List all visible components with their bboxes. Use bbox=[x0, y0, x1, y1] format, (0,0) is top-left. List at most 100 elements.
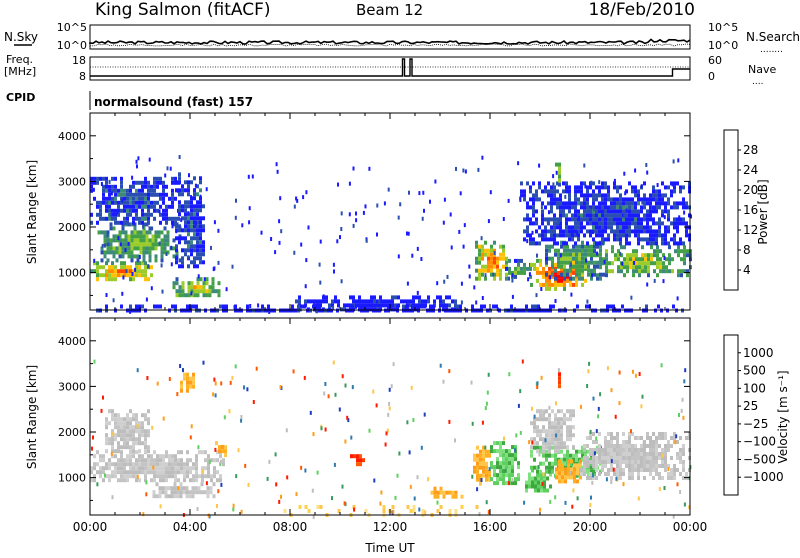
power-cell bbox=[523, 237, 526, 242]
power-noise bbox=[158, 241, 161, 246]
velocity-noise bbox=[324, 382, 327, 386]
velocity-cell bbox=[99, 454, 102, 459]
power-cell bbox=[454, 299, 457, 304]
velocity-noise bbox=[341, 484, 344, 489]
power-cell bbox=[557, 270, 560, 275]
power-cell bbox=[560, 272, 563, 277]
power-cell bbox=[658, 189, 661, 194]
velocity-cell bbox=[561, 467, 564, 472]
velocity-noise bbox=[533, 414, 536, 419]
velocity-noise bbox=[244, 463, 247, 468]
power-cell bbox=[108, 200, 111, 205]
power-cell bbox=[138, 204, 141, 209]
power-cell bbox=[565, 241, 568, 246]
velocity-cell bbox=[643, 464, 646, 468]
power-noise bbox=[124, 248, 127, 253]
power-cell bbox=[96, 220, 99, 225]
power-cell bbox=[532, 205, 535, 210]
power-cell bbox=[90, 212, 93, 217]
velocity-noise bbox=[476, 487, 479, 492]
power-cell bbox=[641, 257, 644, 262]
power-cell bbox=[136, 242, 140, 247]
power-cell bbox=[682, 201, 685, 206]
velocity-cell bbox=[433, 490, 437, 495]
velocity-cell bbox=[631, 472, 634, 476]
power-cell bbox=[635, 269, 638, 274]
velocity-cell bbox=[135, 450, 138, 455]
power-cell bbox=[165, 204, 168, 209]
velocity-cell bbox=[479, 481, 482, 486]
power-cell bbox=[166, 238, 170, 243]
power-cell bbox=[108, 212, 111, 217]
velocity-cell bbox=[283, 509, 287, 513]
power-noise bbox=[337, 182, 339, 187]
power-cell bbox=[632, 257, 635, 262]
power-cell bbox=[565, 233, 568, 238]
velocity-cell bbox=[132, 470, 135, 475]
power-cell bbox=[667, 201, 670, 206]
velocity-noise bbox=[112, 431, 115, 436]
velocity-cell bbox=[120, 429, 123, 434]
power-cell bbox=[147, 277, 150, 282]
power-cell bbox=[142, 230, 146, 235]
power-cell bbox=[595, 205, 598, 210]
power-cell bbox=[650, 245, 653, 250]
power-cell bbox=[523, 262, 526, 267]
power-cell bbox=[679, 241, 682, 246]
power-cell bbox=[598, 225, 601, 230]
power-cell bbox=[493, 260, 496, 265]
power-noise bbox=[340, 279, 343, 284]
power-cell bbox=[111, 273, 114, 278]
power-noise bbox=[234, 215, 237, 220]
velocity-cell bbox=[616, 456, 619, 460]
power-cell bbox=[136, 234, 140, 239]
power-cell bbox=[572, 260, 575, 265]
power-cell bbox=[622, 229, 625, 234]
power-cell bbox=[581, 264, 584, 269]
velocity-cell bbox=[168, 466, 171, 471]
power-cell bbox=[120, 200, 123, 205]
power-cell bbox=[151, 234, 155, 239]
power-cell bbox=[109, 250, 113, 255]
velocity-noise bbox=[591, 480, 594, 485]
power-cell bbox=[634, 209, 637, 214]
power-cell bbox=[144, 176, 147, 181]
power-cell bbox=[562, 241, 565, 246]
power-cell bbox=[596, 244, 599, 249]
velocity-cell bbox=[566, 409, 569, 414]
power-cell bbox=[562, 201, 565, 206]
power-cell bbox=[129, 188, 132, 193]
velocity-cell bbox=[548, 469, 551, 474]
power-cell bbox=[587, 244, 590, 249]
velocity-cell bbox=[488, 453, 491, 458]
velocity-noise bbox=[208, 459, 211, 464]
power-cell bbox=[538, 181, 541, 186]
velocity-cell bbox=[534, 488, 537, 493]
power-noise bbox=[489, 190, 492, 195]
velocity-cell bbox=[141, 441, 144, 446]
power-cell bbox=[628, 221, 631, 226]
power-cell bbox=[120, 208, 123, 213]
velocity-cell bbox=[634, 456, 637, 460]
power-noise bbox=[633, 260, 636, 265]
power-cell bbox=[547, 229, 550, 234]
velocity-cell bbox=[499, 465, 502, 470]
power-noise bbox=[352, 166, 355, 171]
power-cell bbox=[577, 237, 580, 242]
power-cell bbox=[590, 256, 593, 261]
power-cell bbox=[554, 286, 557, 291]
velocity-cell bbox=[587, 469, 590, 474]
power-cell bbox=[545, 244, 548, 249]
velocity-ylabel: Slant Range [km] bbox=[25, 365, 39, 469]
power-noise bbox=[570, 233, 573, 237]
velocity-cell bbox=[558, 463, 561, 468]
power-cell bbox=[373, 303, 376, 308]
velocity-cell bbox=[511, 473, 514, 478]
velocity-noise bbox=[536, 381, 539, 386]
velocity-cell bbox=[566, 429, 569, 434]
velocity-cell bbox=[135, 429, 138, 434]
power-cell bbox=[138, 192, 141, 197]
velocity-cell bbox=[658, 472, 661, 476]
power-cell bbox=[132, 204, 135, 209]
power-cell bbox=[587, 268, 590, 273]
